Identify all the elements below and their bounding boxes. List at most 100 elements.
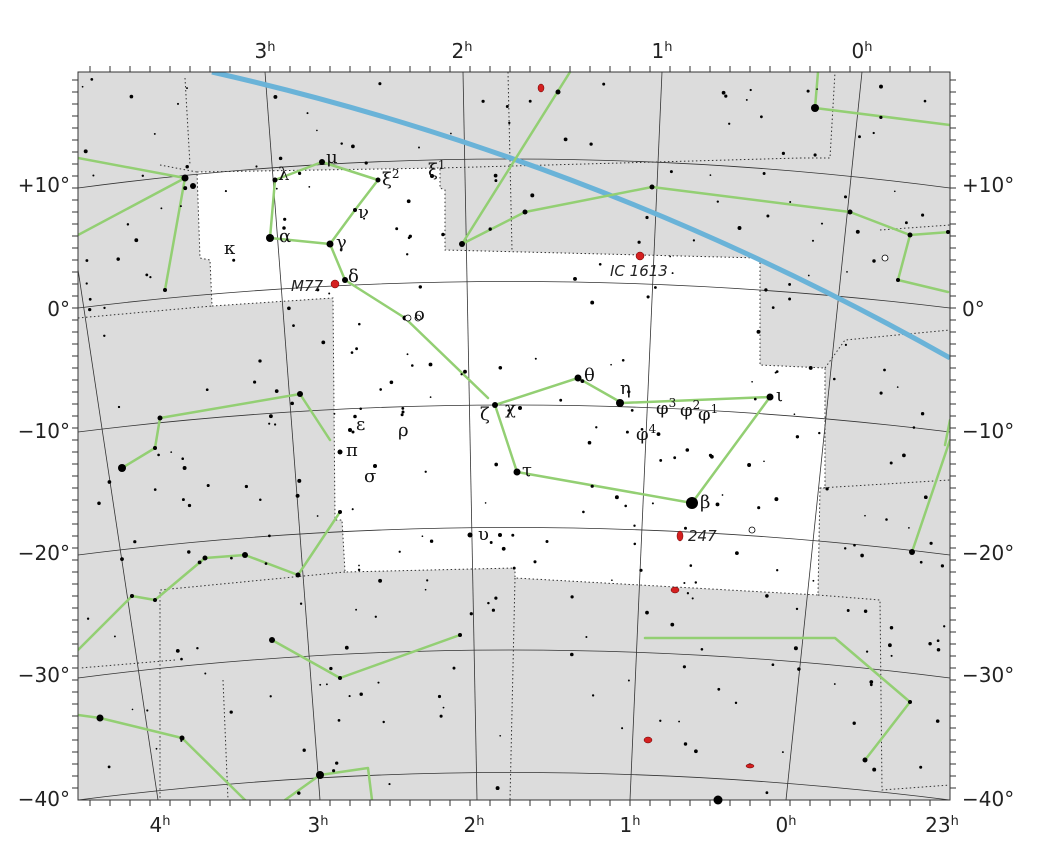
star <box>832 377 836 381</box>
star <box>747 463 752 467</box>
star <box>283 217 287 221</box>
star <box>645 610 649 615</box>
galaxy-ngc55 <box>643 736 653 744</box>
star <box>224 190 227 193</box>
star <box>204 672 207 675</box>
star <box>763 460 765 463</box>
star <box>818 431 821 435</box>
star <box>627 390 631 394</box>
star <box>852 721 856 725</box>
star <box>846 271 848 273</box>
ra-hour: 0 <box>852 39 865 63</box>
star <box>351 508 354 511</box>
star <box>134 238 139 243</box>
star <box>321 340 326 345</box>
dec-right-label: 0° <box>962 297 985 321</box>
star <box>766 393 774 401</box>
star <box>659 719 662 722</box>
star <box>325 683 328 686</box>
star <box>85 282 88 285</box>
star <box>724 94 728 98</box>
star <box>640 427 644 431</box>
star <box>229 710 233 714</box>
star <box>266 234 274 242</box>
star <box>388 783 391 786</box>
star <box>806 89 810 93</box>
star <box>946 230 950 234</box>
star <box>889 461 893 465</box>
star <box>287 306 291 311</box>
star <box>624 504 627 508</box>
star <box>774 371 777 374</box>
star <box>160 207 163 210</box>
star <box>862 757 868 763</box>
star <box>96 714 104 722</box>
star <box>120 557 124 561</box>
star <box>522 209 528 215</box>
star <box>378 578 383 583</box>
star <box>181 174 189 182</box>
star <box>673 456 677 460</box>
star <box>337 719 341 722</box>
star-label-letter: ν <box>358 202 369 223</box>
star <box>713 795 723 805</box>
star <box>187 503 192 508</box>
star <box>377 681 380 684</box>
star <box>692 239 696 242</box>
star <box>406 199 411 204</box>
star-label-omicron: ο <box>414 304 425 325</box>
star <box>157 453 160 457</box>
star <box>269 695 272 698</box>
star <box>268 414 273 419</box>
star <box>357 568 361 572</box>
star <box>765 594 769 598</box>
star <box>407 236 411 240</box>
star <box>847 209 853 215</box>
dec-right-label: −10° <box>962 419 1014 443</box>
star-label-letter: χ <box>505 398 516 419</box>
star <box>494 596 498 600</box>
star <box>295 493 300 498</box>
star <box>326 240 334 248</box>
star <box>757 506 761 510</box>
star <box>721 494 724 496</box>
star <box>353 414 357 419</box>
star <box>196 646 199 650</box>
star <box>753 397 757 401</box>
star <box>920 412 925 416</box>
star <box>295 572 301 578</box>
star <box>489 541 493 544</box>
star <box>418 285 422 289</box>
star <box>843 195 848 199</box>
star <box>907 232 913 238</box>
star <box>923 495 928 500</box>
star <box>621 727 624 730</box>
star <box>130 594 134 598</box>
star <box>460 373 463 376</box>
star <box>789 201 792 203</box>
star <box>467 532 473 538</box>
ra-hour-unit: h <box>664 40 672 55</box>
star <box>255 165 258 168</box>
dec-left-label: 0° <box>47 297 70 321</box>
star <box>107 765 111 769</box>
star <box>843 547 847 550</box>
star-label-lambda: λ <box>278 164 289 185</box>
star-label-index: 1 <box>711 402 719 416</box>
star <box>81 85 84 88</box>
ra-hour: 0 <box>776 813 789 837</box>
star-label-letter: ι <box>776 385 783 406</box>
star <box>872 131 875 135</box>
ra-hour: 23 <box>925 813 950 837</box>
star <box>902 453 906 458</box>
star <box>302 748 306 752</box>
star <box>180 657 183 661</box>
variable-star <box>414 314 422 322</box>
star <box>163 288 167 292</box>
star <box>816 88 818 90</box>
star <box>630 409 634 412</box>
star-label-mu: μ <box>326 147 338 168</box>
ra-hour: 1 <box>652 39 665 63</box>
galaxy-top <box>537 83 545 93</box>
star <box>181 498 185 502</box>
